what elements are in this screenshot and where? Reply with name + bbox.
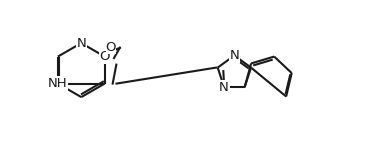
Text: N: N	[76, 36, 86, 50]
Text: NH: NH	[48, 77, 68, 90]
Text: N: N	[229, 49, 239, 62]
Text: O: O	[105, 41, 116, 54]
Text: N: N	[219, 81, 229, 94]
Text: O: O	[99, 50, 110, 63]
